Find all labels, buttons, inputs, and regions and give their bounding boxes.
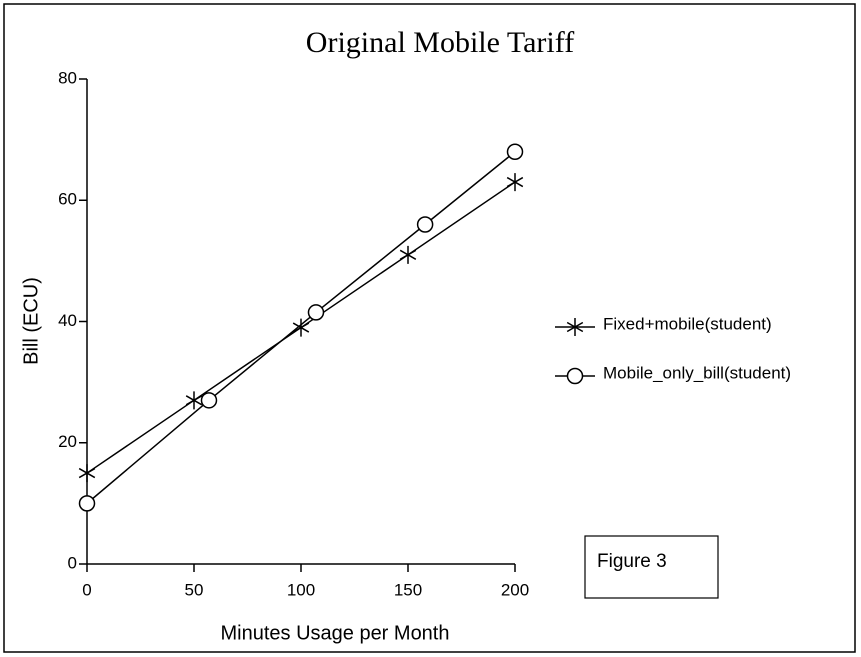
x-tick-label: 0: [82, 580, 91, 599]
point: [506, 143, 524, 160]
legend-marker: [566, 318, 584, 336]
chart-title: Original Mobile Tariff: [306, 26, 574, 59]
point: [416, 216, 434, 233]
annotation-box: [584, 535, 719, 599]
y-tick-label: 40: [58, 311, 77, 330]
point: [307, 304, 325, 321]
y-tick-label: 80: [58, 68, 77, 87]
legend-label: Mobile_only_bill(student): [603, 363, 791, 382]
legend-label: Fixed+mobile(student): [603, 314, 772, 333]
point: [185, 391, 203, 410]
x-axis-label: Minutes Usage per Month: [220, 622, 449, 644]
point: [506, 173, 524, 192]
y-tick-label: 0: [68, 553, 77, 572]
y-tick-label: 20: [58, 432, 77, 451]
x-tick-label: 50: [185, 580, 204, 599]
y-tick-label: 60: [58, 190, 77, 209]
y-axis-label: Bill (ECU): [20, 277, 42, 365]
x-tick-label: 150: [394, 580, 422, 599]
legend-marker: [566, 367, 584, 385]
point: [200, 392, 218, 409]
annotation: Figure 3: [597, 551, 667, 572]
point: [292, 318, 310, 337]
point: [78, 464, 96, 483]
x-tick-label: 100: [287, 580, 315, 599]
point: [78, 495, 96, 512]
x-tick-label: 200: [501, 580, 529, 599]
point: [399, 245, 417, 264]
